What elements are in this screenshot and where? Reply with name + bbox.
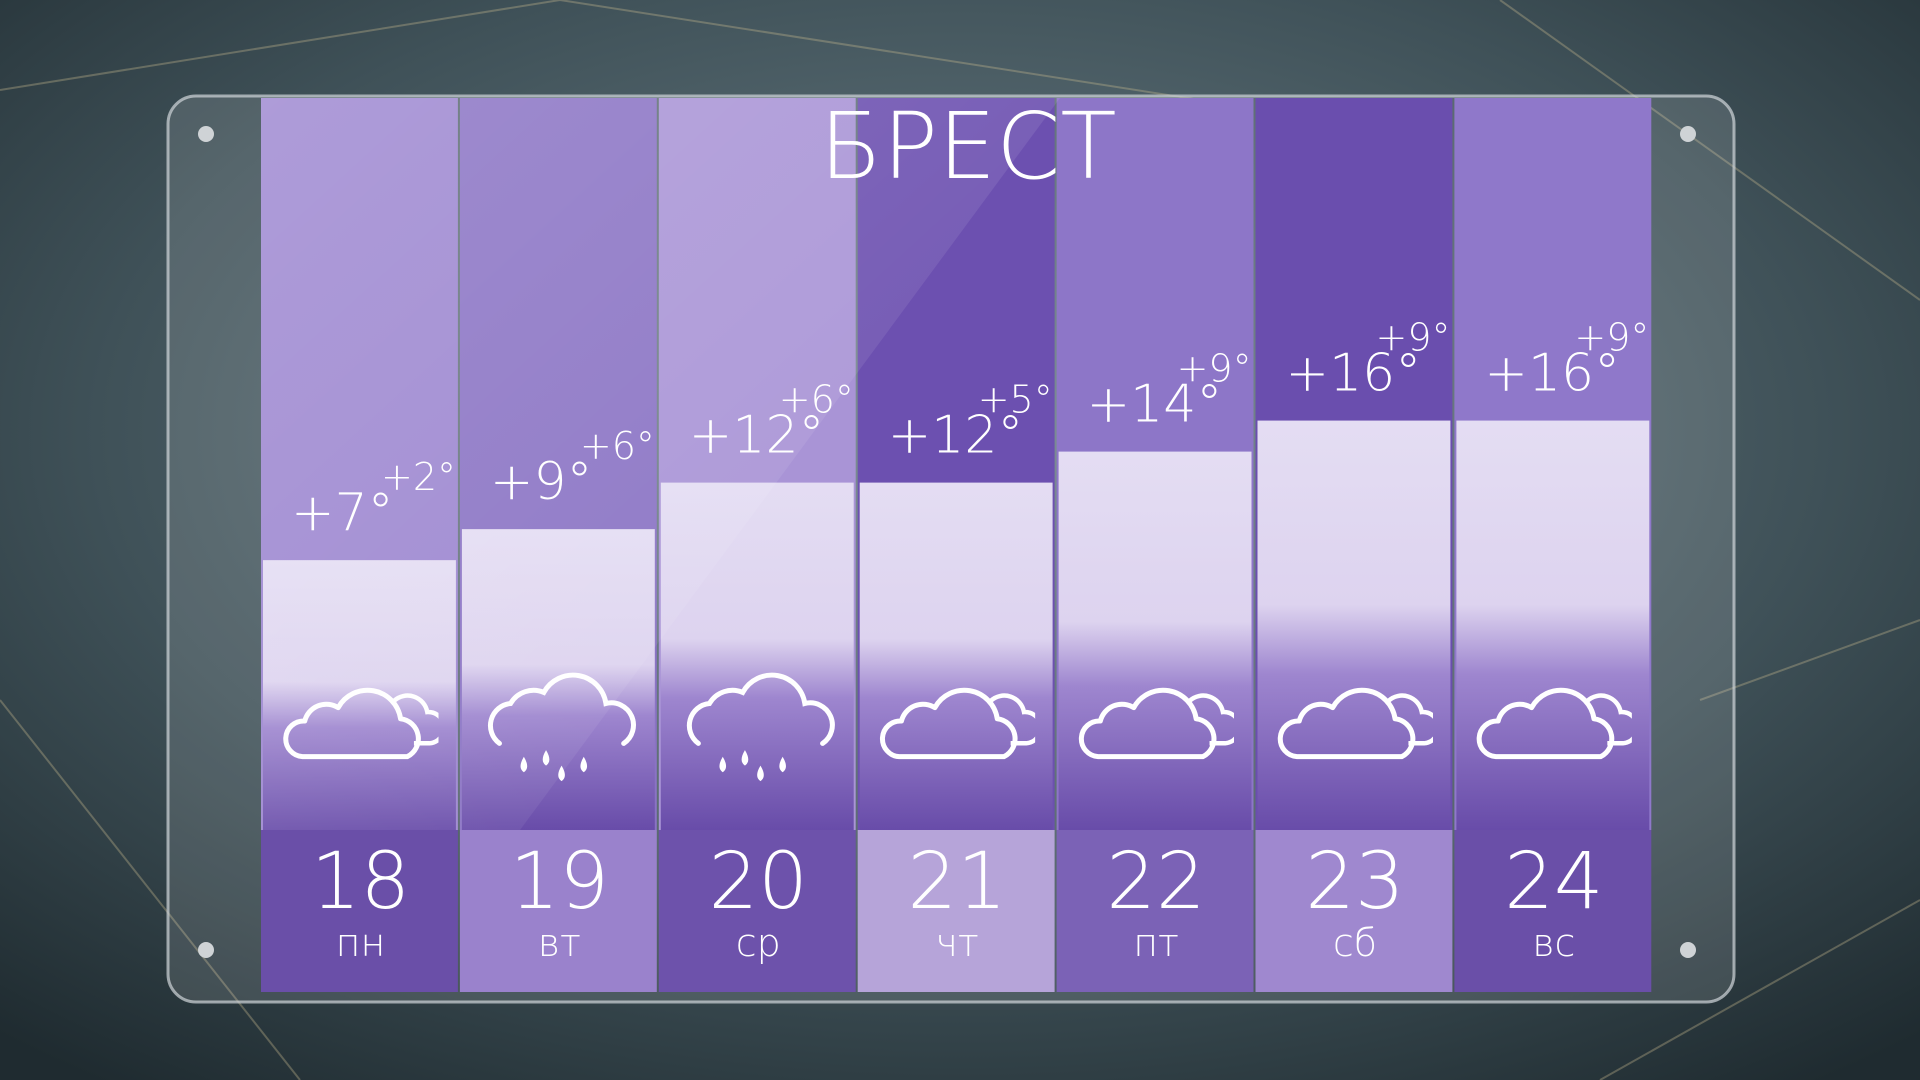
night-temp: +5°: [978, 378, 1053, 422]
day-temp: +16°: [1286, 344, 1422, 404]
weekday: пт: [1133, 921, 1179, 965]
day-temp: +12°: [888, 406, 1024, 466]
date-cell: [1454, 830, 1652, 992]
weekday: вт: [538, 921, 581, 965]
weekday: вс: [1532, 921, 1575, 965]
night-temp: +9°: [1376, 316, 1451, 360]
date-cell: [1255, 830, 1453, 992]
date: 23: [1305, 837, 1404, 927]
date: 18: [311, 837, 410, 927]
date: 24: [1504, 837, 1603, 927]
city-title: БРЕСТ: [819, 93, 1116, 200]
date-cell: [1056, 830, 1254, 992]
night-temp: +9°: [1177, 347, 1252, 391]
weekday: чт: [935, 921, 978, 965]
weekday: сб: [1333, 921, 1377, 965]
bar: [1257, 420, 1451, 830]
date: 20: [709, 837, 808, 927]
bar: [1456, 420, 1650, 830]
weekday: ср: [736, 921, 781, 965]
date-cell: [658, 830, 856, 992]
date-cell: [459, 830, 657, 992]
date: 22: [1106, 837, 1205, 927]
glass-sheen: [261, 98, 1060, 830]
date-cell: [857, 830, 1055, 992]
day-temp: +14°: [1087, 375, 1223, 435]
day-temp: +16°: [1484, 344, 1620, 404]
date-cell: [261, 830, 458, 992]
night-temp: +9°: [1574, 316, 1649, 360]
bar: [1058, 451, 1252, 830]
bar: [859, 482, 1053, 830]
screws: [198, 126, 1696, 958]
date: 21: [908, 837, 1007, 927]
weekday: пн: [336, 921, 386, 965]
date: 19: [510, 837, 609, 927]
